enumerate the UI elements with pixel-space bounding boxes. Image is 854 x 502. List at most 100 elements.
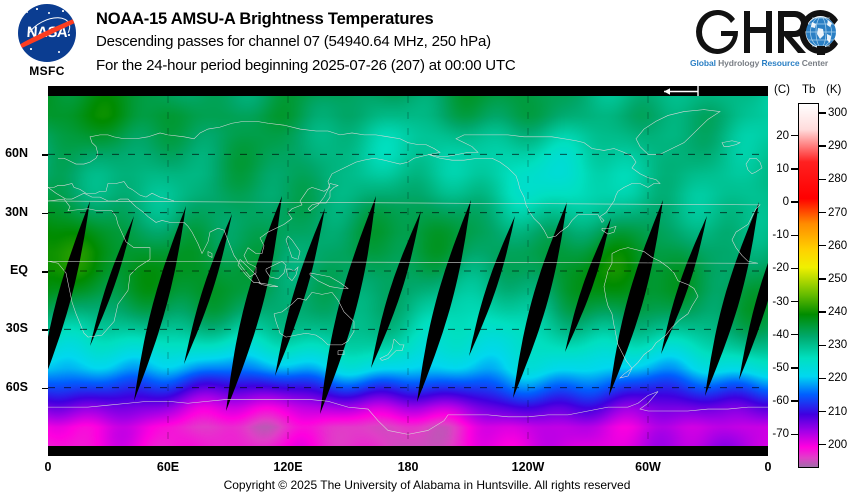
y-axis-labels: 60N 30N EQ 30S 60S	[0, 86, 38, 456]
colorbar-celsius-label: -60	[772, 395, 789, 408]
nasa-red-chevron	[18, 17, 76, 49]
x-axis-tick-label: 0	[764, 460, 772, 474]
swath-gap	[513, 202, 567, 398]
colorbar-kelvin-label: 210	[828, 405, 848, 418]
ghrc-tagline-part-4: Center	[801, 58, 829, 68]
colorbar-kelvin-label: 220	[828, 372, 848, 385]
y-axis-tick-label: 30N	[5, 204, 28, 219]
coastline	[308, 184, 338, 211]
colorbar-celsius-label: -20	[772, 262, 789, 275]
swath-gap	[417, 200, 471, 402]
colorbar-gradient	[799, 104, 818, 467]
colorbar-celsius-label: 10	[776, 162, 789, 175]
colorbar-celsius-tick	[791, 168, 798, 170]
gridline-layer	[48, 96, 768, 446]
x-axis-tick-label: 60E	[156, 460, 180, 474]
colorbar-celsius-tick	[791, 300, 798, 303]
swath-gap	[609, 200, 663, 396]
colorbar-celsius-tick	[791, 134, 798, 137]
colorbar-kelvin-label: 240	[828, 306, 848, 319]
colorbar-kelvin-tick	[819, 278, 826, 280]
nasa-center-label: MSFC	[29, 64, 65, 78]
colorbar-kelvin-tick	[819, 344, 826, 346]
y-axis-tick	[42, 271, 48, 273]
coastline	[266, 261, 286, 279]
coastline	[604, 248, 698, 378]
colorbar-celsius-tick	[791, 334, 798, 336]
y-axis-tick	[42, 212, 48, 215]
colorbar-celsius-tick	[791, 234, 798, 236]
colorbar-variable-name: Tb	[802, 84, 816, 96]
colorbar-celsius-label: -10	[772, 229, 789, 242]
ghrc-tagline-part-2: Hydrology	[718, 58, 762, 68]
y-axis-tick-label: 60S	[5, 379, 28, 394]
coastline	[428, 135, 660, 238]
x-axis-tick-label: 0	[44, 460, 52, 474]
x-axis-tick-label: 60W	[635, 460, 661, 474]
coastline	[310, 273, 348, 289]
colorbar-celsius-label: -50	[772, 361, 789, 374]
coastline	[208, 252, 212, 258]
swath-gap	[661, 216, 707, 354]
ghrc-tagline-part-3: Resource	[761, 58, 802, 68]
colorbar-kelvin-label: 230	[828, 339, 848, 352]
coastline	[48, 199, 758, 337]
colorbar-kelvin-tick	[819, 444, 826, 446]
colorbar-celsius-unit: (C)	[774, 84, 790, 96]
colorbar-celsius-label: 20	[776, 129, 789, 142]
y-axis-tick	[42, 329, 48, 331]
brightness-temperature-map	[48, 96, 768, 446]
coastline	[258, 283, 278, 287]
colorbar-celsius-label: -30	[772, 295, 789, 308]
colorbar-celsius-tick	[791, 433, 798, 435]
page-period: For the 24-hour period beginning 2025-07…	[96, 57, 516, 74]
coastline	[746, 158, 762, 174]
colorbar-kelvin-tick	[819, 145, 826, 147]
x-axis-tick-label: 120E	[273, 460, 303, 474]
colorbar-kelvin-tick	[819, 112, 826, 114]
map-plot-area[interactable]	[48, 86, 768, 456]
coastline	[48, 201, 760, 263]
coastline	[636, 110, 720, 155]
colorbar-kelvin-label: 200	[828, 438, 848, 451]
swath-gap	[371, 211, 421, 368]
swath-gap	[739, 262, 768, 380]
pass-direction-arrow-icon	[664, 86, 699, 96]
coastline	[48, 121, 440, 277]
colorbar-celsius-ticks: 20 10 0 -10 -20 -30 -40 -50 -60 -70	[760, 103, 798, 468]
swath-gap	[226, 196, 282, 411]
swath-gap	[184, 214, 232, 364]
colorbar[interactable]	[798, 103, 819, 468]
colorbar-kelvin-label: 250	[828, 272, 848, 285]
ghrc-wordmark-icon	[696, 9, 838, 55]
coastline	[238, 259, 260, 282]
x-axis-tick-label: 180	[397, 460, 419, 474]
coastline	[380, 339, 404, 360]
coastline	[274, 292, 354, 345]
swath-gap	[320, 196, 376, 414]
ghrc-tagline: Global Hydrology Resource Center	[690, 58, 844, 72]
colorbar-kelvin-label: 260	[828, 239, 848, 252]
y-axis-tick	[42, 387, 48, 390]
ghrc-tagline-part-1: Global	[690, 58, 719, 68]
copyright-notice: Copyright © 2025 The University of Alaba…	[223, 478, 631, 492]
coastline	[722, 141, 740, 147]
colorbar-celsius-tick	[791, 267, 798, 270]
swath-gap	[275, 208, 325, 376]
colorbar-kelvin-tick	[819, 311, 826, 313]
coastline	[48, 392, 768, 435]
nasa-logo: NASA MSFC	[12, 4, 82, 82]
page-title: NOAA-15 AMSU-A Brightness Temperatures	[96, 10, 434, 28]
y-axis-tick-label: 60N	[5, 146, 28, 161]
y-axis-ticks	[0, 86, 48, 456]
colorbar-celsius-label: 0	[782, 196, 789, 209]
colorbar-celsius-tick	[791, 201, 798, 203]
colorbar-celsius-label: -70	[772, 428, 789, 441]
coastline	[338, 351, 344, 355]
coastline	[48, 182, 174, 201]
swath-gap	[48, 201, 90, 370]
y-axis-tick-label: 30S	[5, 321, 28, 336]
colorbar-kelvin-label: 300	[828, 106, 848, 119]
colorbar-header: (C) Tb (K)	[772, 84, 854, 100]
ghrc-logo: Global Hydrology Resource Center	[688, 6, 846, 78]
